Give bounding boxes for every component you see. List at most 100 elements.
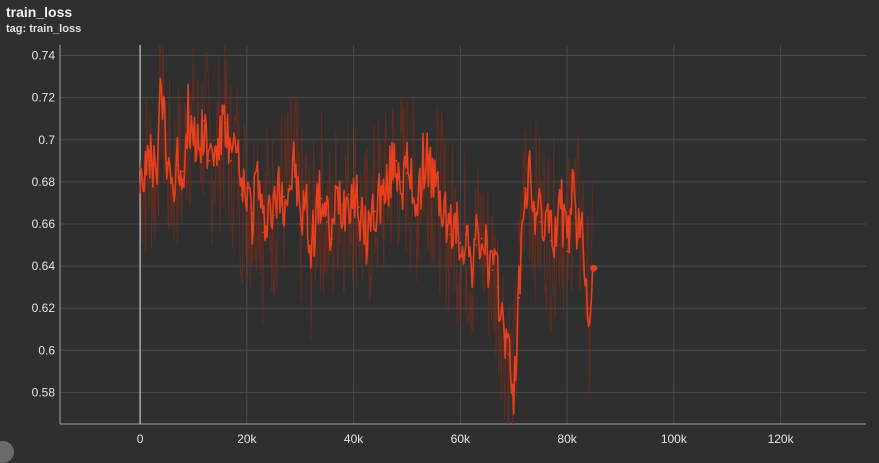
data-point — [560, 208, 563, 211]
data-point — [384, 197, 387, 200]
series-end-marker — [590, 264, 598, 272]
data-point — [400, 180, 403, 183]
data-point — [336, 191, 339, 194]
data-point — [374, 210, 376, 213]
data-point — [438, 195, 440, 198]
data-point — [496, 286, 499, 289]
data-point — [352, 189, 355, 192]
data-point — [486, 256, 488, 259]
data-point — [470, 260, 472, 263]
data-point — [203, 119, 206, 122]
data-point — [390, 170, 392, 173]
data-point — [379, 193, 382, 196]
data-point — [406, 172, 408, 175]
y-tick-label: 0.6 — [38, 343, 55, 357]
data-point — [224, 122, 227, 124]
data-point — [299, 223, 302, 225]
data-point — [267, 202, 270, 204]
y-tick-label: 0.62 — [32, 301, 56, 315]
data-point — [539, 220, 542, 223]
data-point — [192, 132, 195, 135]
data-point — [229, 159, 232, 162]
data-point — [576, 223, 579, 225]
data-point — [544, 214, 547, 217]
x-tick-label: 120k — [768, 432, 795, 446]
data-point — [165, 162, 168, 164]
y-tick-label: 0.58 — [32, 385, 56, 399]
data-point — [309, 254, 312, 257]
raw-series-layer — [139, 45, 594, 424]
x-tick-label: 20k — [237, 432, 257, 446]
data-point — [235, 151, 238, 154]
data-point — [518, 296, 520, 299]
data-point — [272, 214, 275, 217]
x-tick-label: 100k — [661, 432, 688, 446]
data-point — [331, 237, 334, 240]
chart-title: train_loss — [6, 4, 73, 20]
x-tick-label: 80k — [557, 432, 577, 446]
data-point — [139, 168, 141, 171]
data-point — [571, 189, 574, 192]
data-point — [566, 250, 568, 253]
data-point — [432, 185, 435, 187]
data-point — [171, 176, 173, 179]
data-point — [582, 235, 584, 238]
chart-tag-subtitle: tag: train_loss — [6, 23, 82, 35]
data-point — [293, 164, 296, 166]
data-point — [587, 307, 590, 310]
data-point — [528, 180, 531, 183]
data-point — [261, 231, 264, 234]
smoothed-series-layer — [139, 77, 598, 415]
data-point — [155, 174, 157, 177]
y-tick-label: 0.68 — [32, 175, 56, 189]
line-chart[interactable]: 0.58 0.6 0.62 0.64 0.66 0.68 0.7 0.72 0.74 0 20k 4… — [0, 0, 879, 449]
data-point — [256, 168, 259, 171]
data-point — [534, 208, 536, 211]
y-tick-label: 0.74 — [32, 49, 56, 63]
data-point — [208, 159, 211, 162]
raw-series-line — [139, 45, 594, 424]
data-point — [555, 218, 558, 221]
y-tick-label: 0.66 — [32, 217, 56, 231]
data-point — [523, 187, 526, 190]
data-point — [502, 317, 504, 320]
data-point — [144, 172, 147, 175]
y-tick-label: 0.7 — [38, 133, 55, 147]
data-point — [411, 187, 414, 190]
data-point — [464, 233, 467, 236]
data-point — [459, 242, 462, 244]
data-point — [416, 197, 419, 200]
data-point — [320, 197, 323, 200]
data-point — [342, 204, 344, 206]
data-point — [315, 206, 318, 209]
axes — [59, 45, 866, 425]
data-point — [240, 193, 243, 196]
data-point — [475, 244, 478, 246]
data-point — [149, 164, 152, 166]
data-point — [358, 206, 360, 209]
data-point — [448, 233, 451, 236]
data-point — [277, 187, 280, 190]
x-tick-label: 40k — [344, 432, 364, 446]
smoothed-series-line — [139, 77, 595, 415]
data-point — [347, 193, 350, 196]
data-point — [491, 269, 494, 272]
data-point — [422, 164, 424, 166]
data-point — [480, 237, 483, 240]
data-point — [197, 145, 200, 147]
data-point — [251, 212, 254, 215]
data-point — [181, 170, 184, 173]
data-point — [443, 210, 446, 213]
x-tick-label: 0 — [137, 432, 144, 446]
data-point — [213, 149, 216, 152]
data-point — [427, 155, 430, 158]
data-point — [187, 111, 190, 114]
data-point — [512, 391, 515, 394]
x-tick-labels: 0 20k 40k 60k 80k 100k 120k — [137, 432, 795, 446]
data-point — [304, 199, 307, 202]
data-point — [550, 239, 552, 242]
x-tick-label: 60k — [451, 432, 471, 446]
y-tick-label: 0.64 — [32, 259, 56, 273]
data-point — [288, 185, 291, 187]
data-point — [176, 164, 179, 166]
